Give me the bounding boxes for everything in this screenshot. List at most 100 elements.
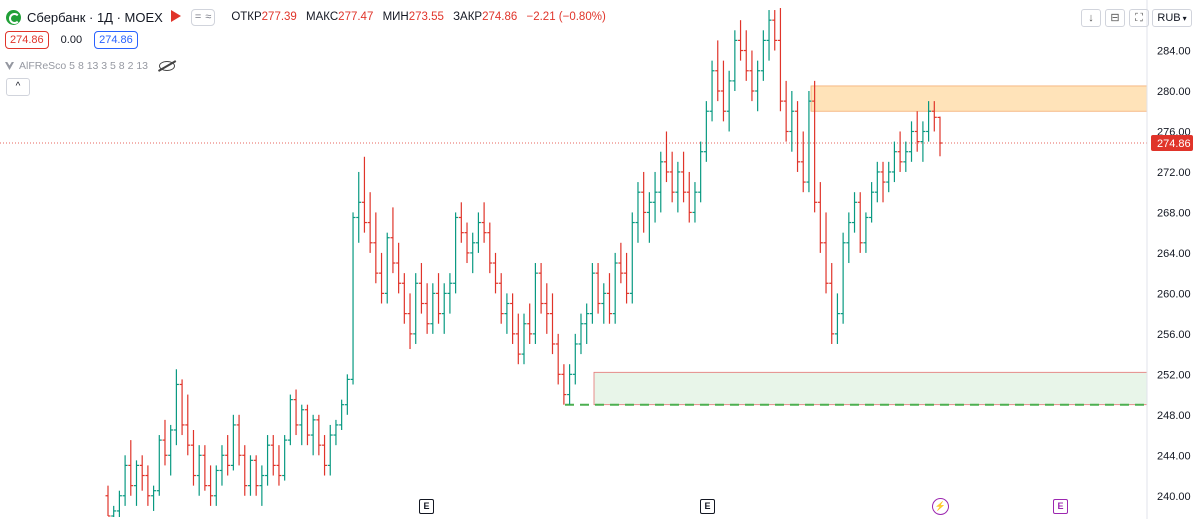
ohlc-bar	[487, 222, 493, 274]
ohlc-bar	[692, 182, 698, 223]
ohlc-bar	[327, 424, 333, 476]
layout-icon[interactable]: ⊟	[1105, 9, 1125, 27]
y-tick-label: 252.00	[1157, 369, 1191, 381]
spread-value: 0.00	[60, 34, 83, 46]
ohlc-bar	[521, 313, 527, 365]
indicator-legend[interactable]: AlFReSco 5 8 13 3 5 8 2 13	[5, 60, 175, 72]
ohlc-bar	[424, 283, 430, 334]
y-tick-label: 260.00	[1157, 288, 1191, 300]
high-label: МАКС	[306, 11, 339, 23]
down-arrow-icon[interactable]: ↓	[1081, 9, 1101, 27]
ohlc-bar	[755, 60, 761, 112]
open-label: ОТКР	[231, 11, 262, 23]
y-tick-label: 240.00	[1157, 491, 1191, 503]
earnings-event-2[interactable]: E	[700, 499, 715, 514]
ohlc-bar	[436, 273, 442, 324]
low-value: 273.55	[408, 11, 444, 23]
y-tick-label: 284.00	[1157, 46, 1191, 58]
ohlc-bar	[926, 101, 932, 142]
ohlc-bar	[202, 445, 208, 491]
price-axis[interactable]: 284.00280.00276.00272.00268.00264.00260.…	[1146, 0, 1193, 519]
ohlc-bar	[829, 263, 835, 344]
ohlc-bar	[806, 91, 812, 193]
ohlc-bar	[447, 273, 453, 314]
ohlc-bar	[116, 490, 122, 518]
ohlc-bar	[618, 242, 624, 284]
ohlc-bar	[658, 151, 664, 213]
support-zone	[593, 371, 1148, 406]
ohlc-bar	[527, 303, 533, 344]
ohlc-bar	[874, 161, 880, 203]
ohlc-bar	[105, 485, 111, 517]
ohlc-bar	[732, 30, 738, 91]
currency-select[interactable]: RUB ▾	[1152, 9, 1192, 27]
flash-event-icon[interactable]: ⚡	[932, 498, 949, 515]
ohlc-bar	[196, 445, 202, 496]
fullscreen-icon[interactable]: ⛶	[1129, 9, 1149, 27]
ohlc-bar	[532, 263, 538, 344]
ohlc-bar	[652, 171, 658, 223]
ohlc-bar	[903, 141, 909, 172]
ohlc-bar	[293, 389, 299, 436]
ohlc-bar	[333, 419, 339, 446]
flag-icon[interactable]	[170, 10, 181, 22]
compare-pill[interactable]: = ≈	[190, 8, 216, 26]
ohlc-bar	[846, 212, 852, 264]
ohlc-bar	[458, 202, 464, 243]
sell-price-box[interactable]: 274.86	[5, 31, 49, 49]
ohlc-bar	[675, 161, 681, 213]
symbol-title[interactable]: Сбербанк · 1Д · MOEX	[27, 9, 163, 25]
collapse-button[interactable]: ^	[6, 78, 30, 96]
ohlc-bar	[299, 404, 305, 446]
ohlc-bar	[852, 192, 858, 233]
sberbank-logo-icon	[6, 9, 21, 25]
ohlc-bar	[304, 404, 310, 446]
ohlc-bar	[663, 131, 669, 183]
ohlc-bar	[111, 505, 117, 518]
ohlc-bar	[567, 364, 573, 405]
ohlc-bar	[686, 171, 692, 223]
ohlc-bars	[105, 8, 943, 518]
ohlc-bar	[760, 30, 766, 81]
ohlc-bar	[612, 252, 618, 324]
ohlc-bar	[173, 369, 179, 446]
ohlc-bar	[720, 60, 726, 122]
ohlc-bar	[772, 10, 778, 51]
ohlc-bar	[407, 293, 413, 350]
ohlc-bar	[356, 171, 362, 243]
ohlc-bar	[880, 161, 886, 203]
ohlc-bar	[840, 232, 846, 324]
earnings-event-1[interactable]: E	[419, 499, 434, 514]
ohlc-bar	[544, 283, 550, 334]
ohlc-bar	[698, 141, 704, 203]
low-label: МИН	[382, 11, 409, 23]
ohlc-bar	[430, 283, 436, 334]
ohlc-bar	[777, 8, 783, 112]
ohlc-bar	[863, 212, 869, 253]
ohlc-bar	[703, 101, 709, 162]
dividend-event[interactable]: E	[1053, 499, 1068, 514]
ohlc-bar	[242, 445, 248, 496]
ohlc-bar	[470, 232, 476, 274]
ohlc-bar	[510, 293, 516, 344]
ohlc-bar	[230, 414, 236, 471]
ohlc-bar	[390, 207, 396, 274]
ohlc-bar	[247, 455, 253, 496]
ohlc-bar	[669, 151, 675, 203]
order-boxes: 274.86 0.00 274.86	[5, 31, 138, 49]
ohlc-bar	[823, 212, 829, 294]
chart-header: Сбербанк · 1Д · MOEX = ≈ ОТКР277.39 МАКС…	[6, 8, 612, 26]
ohlc-bar	[624, 252, 630, 304]
ohlc-bar	[920, 121, 926, 162]
ohlc-bar	[789, 91, 795, 152]
hide-eye-icon[interactable]	[159, 61, 175, 71]
ohlc-bar	[265, 435, 271, 486]
ohlc-bar	[857, 192, 863, 253]
ohlc-bar	[168, 424, 174, 476]
ohlc-bar	[561, 364, 567, 405]
buy-price-box[interactable]: 274.86	[94, 31, 138, 49]
ohlc-bar	[578, 313, 584, 355]
ohlc-bar	[481, 202, 487, 243]
ohlc-bar	[493, 252, 499, 294]
